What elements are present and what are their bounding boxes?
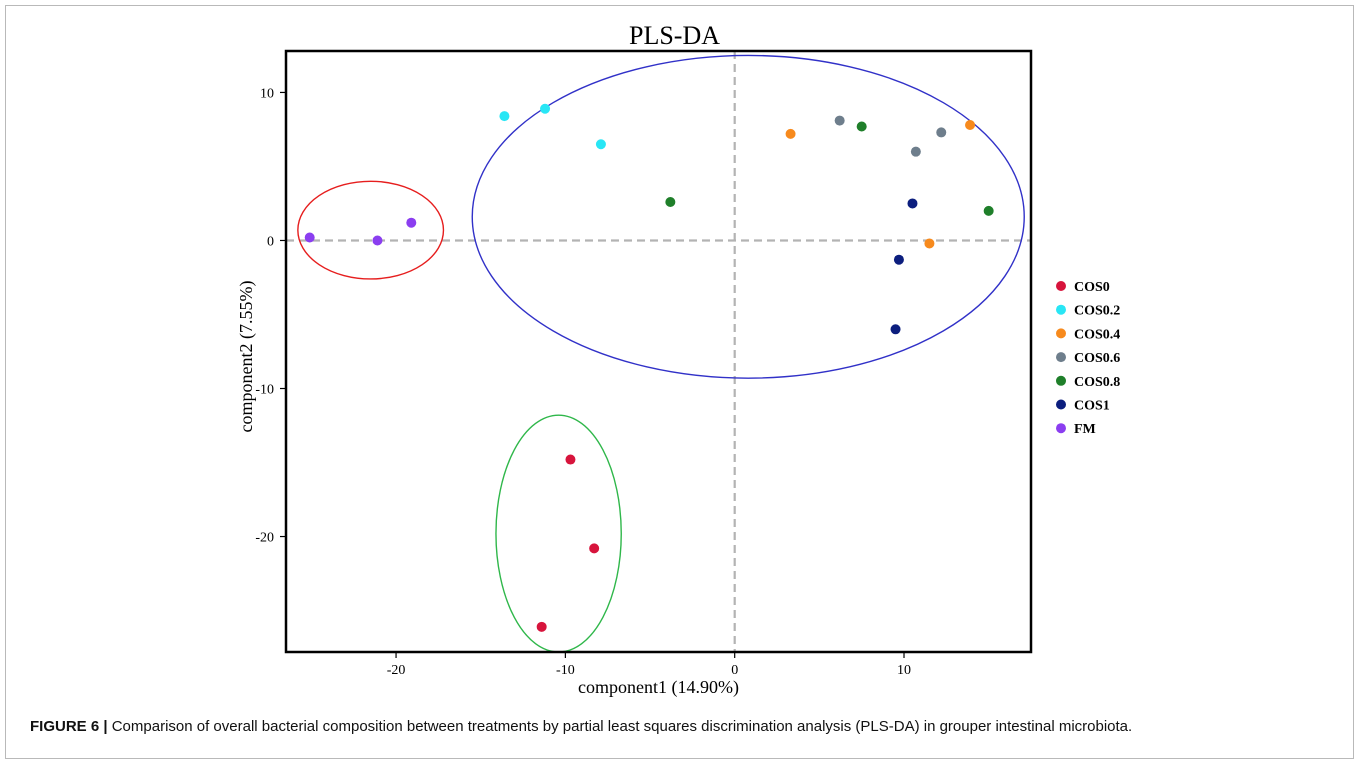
legend-marker-cos0-2: [1056, 304, 1066, 315]
point-cos0-4-3: [924, 238, 935, 249]
group-ellipse-1: [297, 180, 445, 280]
figure-caption: FIGURE 6 | Comparison of overall bacteri…: [30, 718, 1350, 735]
point-fm-2: [372, 235, 383, 246]
point-cos0-6-1: [834, 115, 845, 126]
x-tick-label: 10: [897, 663, 911, 678]
point-cos0-8-1: [856, 121, 867, 132]
legend-marker-fm: [1056, 423, 1066, 434]
group-ellipse-3: [495, 414, 622, 652]
point-cos0-2: [589, 543, 600, 554]
y-tick-label: -10: [255, 383, 274, 398]
caption-text: Comparison of overall bacterial composit…: [111, 718, 1133, 735]
legend-label-cos1: COS1: [1074, 399, 1110, 414]
y-tick-label: -20: [255, 531, 274, 546]
x-axis-label: component1 (14.90%): [578, 677, 739, 698]
x-tick-label: -20: [387, 663, 406, 678]
point-cos0-3: [536, 621, 547, 632]
legend-marker-cos0-6: [1056, 352, 1066, 363]
x-tick-label: 0: [731, 663, 738, 678]
point-cos0-8-3: [983, 205, 994, 216]
point-cos0-4-1: [785, 128, 796, 139]
chart-title: PLS-DA: [629, 21, 720, 50]
x-tick-label: -10: [556, 663, 575, 678]
legend-marker-cos1: [1056, 399, 1066, 410]
y-axis-label: component2 (7.55%): [236, 281, 257, 433]
point-cos0-8-2: [665, 196, 676, 207]
legend-label-cos0-6: COS0.6: [1074, 351, 1120, 366]
point-cos0-2-2: [540, 103, 551, 114]
caption-label: FIGURE 6 |: [30, 718, 108, 735]
y-tick-label: 0: [267, 234, 274, 249]
point-fm-3: [406, 217, 417, 228]
legend-marker-cos0: [1056, 281, 1066, 291]
plot-border: [284, 49, 1033, 654]
legend-label-cos0-2: COS0.2: [1074, 304, 1120, 319]
pls-da-chart: PLS-DA -20 -10 0 10 10 0 -10 -20 component1 (14.9…: [236, 21, 1120, 698]
point-cos0-6-2: [936, 127, 947, 138]
point-cos0-6-3: [910, 146, 921, 157]
legend-marker-cos0-4: [1056, 328, 1066, 339]
legend-label-cos0: COS0: [1074, 280, 1110, 295]
point-fm-1: [304, 232, 315, 243]
point-cos0-4-2: [965, 120, 976, 131]
legend-label-fm: FM: [1074, 422, 1096, 437]
point-cos1-3: [890, 324, 901, 335]
legend-label-cos0-4: COS0.4: [1074, 327, 1120, 342]
y-tick-label: 10: [260, 86, 274, 101]
figure-frame: PLS-DA -20 -10 0 10 10 0 -10 -20 component1 (14.9…: [5, 5, 1354, 759]
point-cos0-1: [565, 454, 576, 465]
point-cos1-1: [907, 198, 918, 209]
point-cos0-2-3: [595, 139, 606, 150]
legend-label-cos0-8: COS0.8: [1074, 375, 1120, 390]
point-cos1-2: [893, 254, 904, 265]
group-ellipse-2: [471, 54, 1025, 379]
legend-marker-cos0-8: [1056, 375, 1066, 386]
point-cos0-2-1: [499, 111, 510, 122]
